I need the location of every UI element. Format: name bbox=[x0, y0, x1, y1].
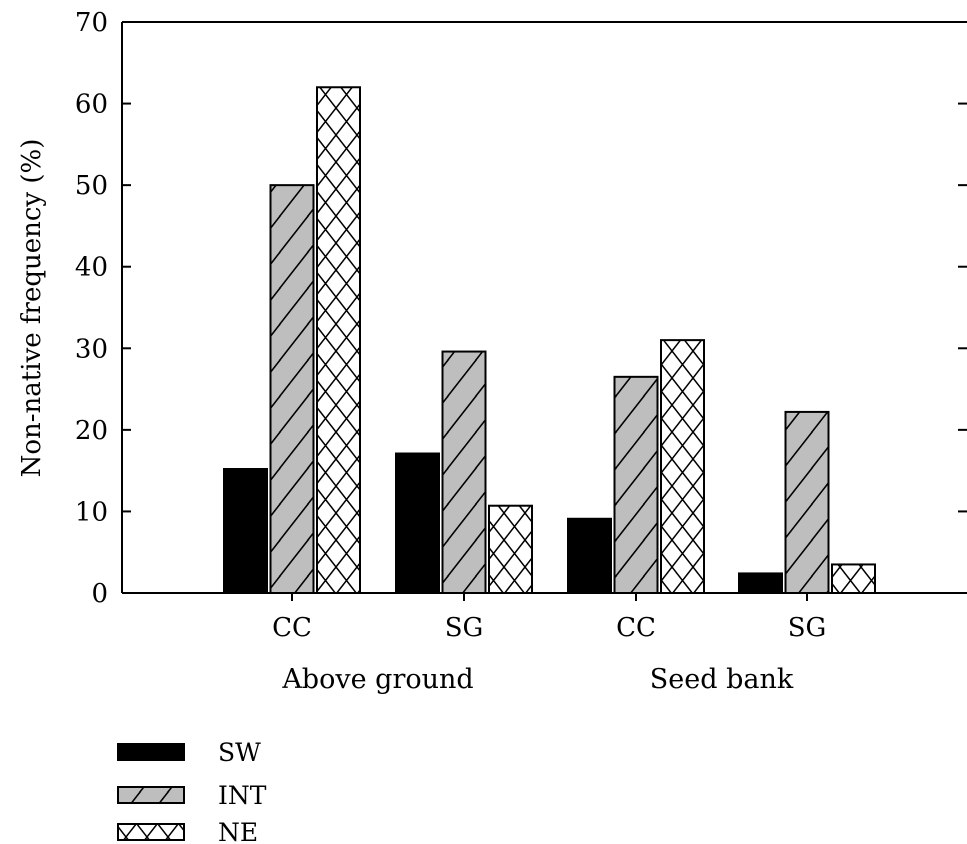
bar-int-3 bbox=[784, 410, 830, 595]
y-tick-label-7: 70 bbox=[75, 8, 108, 38]
y-axis-title: Non-native frequency (%) bbox=[17, 139, 47, 478]
legend-label-sw: SW bbox=[218, 738, 261, 767]
y-tick-label-4: 40 bbox=[75, 253, 108, 283]
bar-sw-3 bbox=[738, 572, 783, 594]
legend-swatch-sw bbox=[117, 743, 185, 761]
legend-swatch-ne bbox=[117, 823, 185, 841]
y-tick-label-2: 20 bbox=[75, 416, 108, 446]
bar-int-2 bbox=[613, 375, 659, 595]
group-label-0: Above ground bbox=[281, 664, 473, 695]
category-label-1: SG bbox=[445, 613, 484, 643]
legend-label-int: INT bbox=[218, 781, 267, 810]
bar-int-1 bbox=[441, 350, 487, 595]
bar-ne-2 bbox=[660, 339, 705, 594]
group-label-1: Seed bank bbox=[650, 664, 794, 695]
category-labels: CC SG CC SG bbox=[272, 613, 826, 643]
legend-swatch-int bbox=[117, 786, 185, 804]
bar-sw-1 bbox=[395, 452, 440, 594]
bar-ne-3 bbox=[831, 563, 876, 595]
y-tick-label-1: 10 bbox=[75, 497, 108, 527]
bar-ne-1 bbox=[488, 504, 533, 594]
bars bbox=[223, 86, 876, 595]
category-label-3: SG bbox=[788, 613, 827, 643]
y-tick-label-3: 30 bbox=[75, 334, 108, 364]
legend: SW INT NE bbox=[117, 738, 267, 844]
bar-sw-0 bbox=[223, 468, 268, 594]
axes: 0 10 20 30 40 50 60 70 bbox=[75, 8, 967, 609]
legend-label-ne: NE bbox=[218, 818, 258, 844]
category-label-0: CC bbox=[272, 613, 312, 643]
bar-sw-2 bbox=[567, 517, 612, 595]
category-label-2: CC bbox=[616, 613, 656, 643]
y-tick-label-5: 50 bbox=[75, 171, 108, 201]
bar-int-0 bbox=[269, 184, 315, 594]
y-axis-title-group: Non-native frequency (%) bbox=[17, 139, 47, 478]
y-tick-label-0: 0 bbox=[91, 579, 108, 609]
bar-ne-0 bbox=[316, 86, 361, 594]
y-tick-label-6: 60 bbox=[75, 90, 108, 120]
group-labels: Above ground Seed bank bbox=[281, 664, 794, 695]
